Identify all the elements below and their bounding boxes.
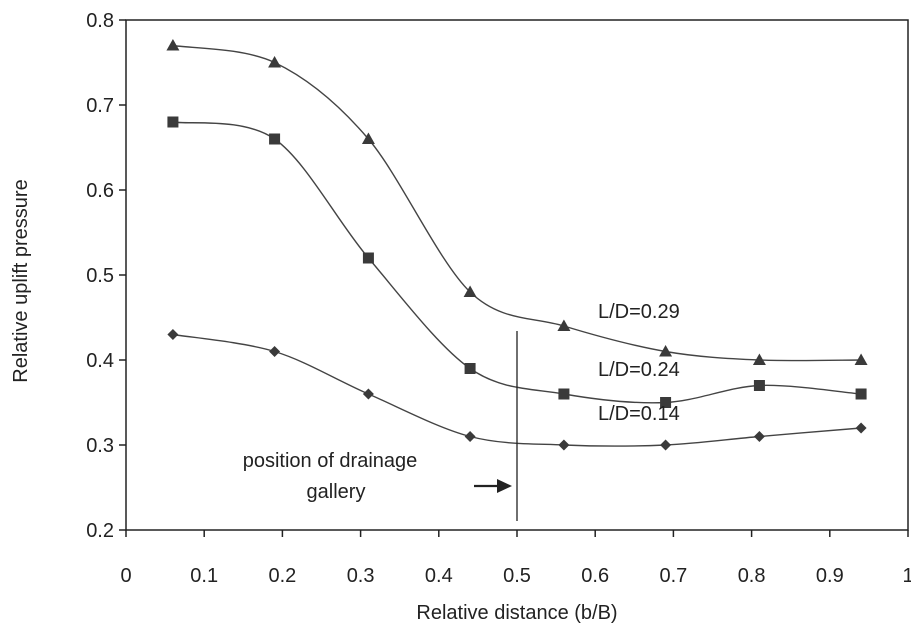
diamond-marker — [167, 329, 179, 340]
x-tick-label: 0.5 — [503, 565, 531, 587]
x-tick-label: 0.9 — [816, 565, 844, 587]
x-tick-label: 0.1 — [190, 565, 218, 587]
x-tick-label: 1 — [902, 565, 911, 587]
square-marker — [362, 252, 374, 264]
y-tick-label: 0.8 — [86, 10, 114, 32]
diamond-marker — [558, 439, 570, 451]
x-tick-label: 0.4 — [425, 565, 453, 587]
triangle-marker — [361, 132, 375, 144]
x-axis-ticks: 0 0.1 0.2 0.3 0.4 0.5 0.6 0.7 0.8 0.9 1 — [120, 530, 911, 587]
y-tick-label: 0.7 — [86, 95, 114, 117]
x-axis-label: Relative distance (b/B) — [416, 602, 617, 624]
y-axis-ticks: 0.2 0.3 0.4 0.5 0.6 0.7 0.8 — [86, 10, 126, 542]
y-tick-label: 0.6 — [86, 180, 114, 202]
y-tick-label: 0.4 — [86, 350, 114, 372]
square-marker — [660, 397, 672, 408]
series-label: L/D=0.14 — [598, 403, 680, 425]
y-tick-label: 0.2 — [86, 520, 114, 542]
x-tick-label: 0.2 — [268, 565, 296, 587]
x-tick-label: 0.7 — [659, 565, 687, 587]
triangle-marker — [854, 353, 868, 365]
square-marker — [167, 116, 179, 128]
series-triangle: L/D=0.29 — [166, 39, 868, 365]
diamond-marker — [753, 431, 765, 442]
annotation-text-line-1: position of drainage — [243, 450, 418, 472]
y-tick-label: 0.5 — [86, 265, 114, 287]
triangle-marker — [463, 285, 477, 297]
square-marker — [855, 388, 867, 400]
x-tick-label: 0.6 — [581, 565, 609, 587]
series-diamond: L/D=0.14 — [167, 329, 867, 451]
series-label: L/D=0.24 — [598, 359, 680, 381]
annotation-text-line-2: gallery — [307, 481, 366, 503]
square-marker — [464, 363, 476, 374]
series-line — [172, 44, 862, 362]
y-tick-label: 0.3 — [86, 435, 114, 457]
series-line — [172, 333, 862, 447]
x-tick-label: 0 — [120, 565, 131, 587]
diamond-marker — [464, 431, 476, 442]
x-tick-label: 0.3 — [347, 565, 375, 587]
x-tick-label: 0.8 — [738, 565, 766, 587]
triangle-marker — [166, 39, 180, 51]
triangle-marker — [268, 56, 282, 68]
annotation-arrow-icon — [497, 479, 512, 493]
triangle-marker — [659, 345, 673, 357]
diamond-marker — [269, 346, 281, 357]
series-layer: L/D=0.29 L/D=0.24 L/D=0.14 — [166, 39, 868, 451]
triangle-marker — [557, 319, 571, 331]
square-marker — [558, 388, 570, 400]
series-label: L/D=0.29 — [598, 301, 680, 323]
annotation-layer: position of drainage gallery — [243, 331, 518, 521]
series-square: L/D=0.24 — [167, 116, 867, 408]
diamond-marker — [660, 439, 672, 451]
square-marker — [269, 133, 281, 145]
diamond-marker — [362, 388, 374, 400]
square-marker — [753, 380, 765, 391]
triangle-marker — [752, 353, 766, 365]
diamond-marker — [855, 422, 867, 434]
series-line — [172, 121, 862, 404]
y-axis-label: Relative uplift pressure — [10, 179, 32, 382]
